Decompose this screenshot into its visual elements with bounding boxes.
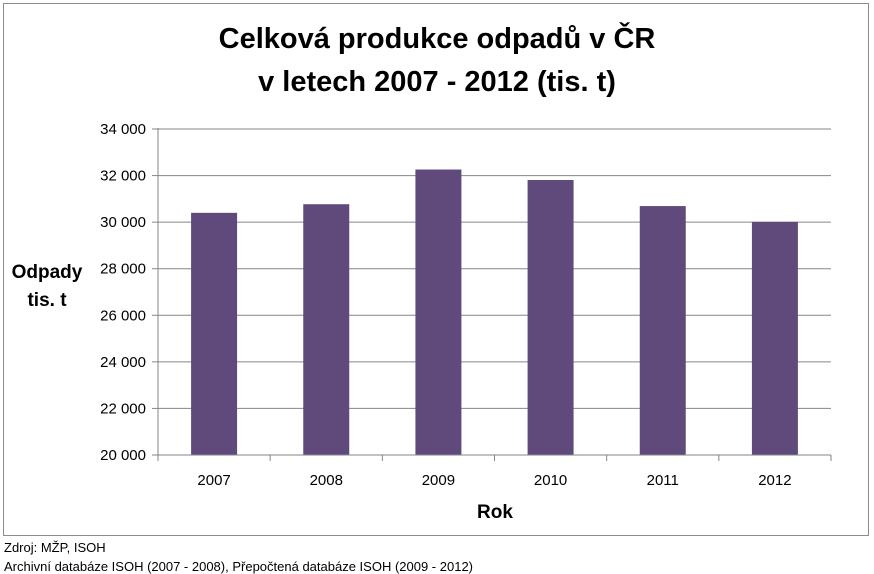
axes	[152, 128, 832, 461]
y-tick-label: 22 000	[100, 400, 146, 417]
x-tick-label: 2008	[310, 472, 343, 489]
bar-2010	[527, 179, 574, 455]
bars	[191, 169, 798, 455]
y-tick-label: 34 000	[100, 121, 146, 138]
y-tick-label: 26 000	[100, 307, 146, 324]
x-axis-title: Rok	[477, 502, 513, 523]
y-tick-label: 20 000	[100, 447, 146, 464]
bar-2007	[191, 212, 238, 455]
gridlines	[158, 128, 831, 409]
bar-2009	[415, 169, 462, 455]
source-line-2: Archivní databáze ISOH (2007 - 2008), Př…	[4, 559, 473, 574]
y-tick-label: 28 000	[100, 261, 146, 278]
x-tick-label: 2007	[197, 472, 230, 489]
bar-2012	[751, 221, 798, 455]
x-tick-label: 2009	[422, 472, 455, 489]
bar-2011	[639, 206, 686, 455]
y-axis-title-line-1: Odpady	[12, 262, 83, 283]
y-tick-label: 32 000	[100, 168, 146, 185]
y-tick-label: 24 000	[100, 354, 146, 371]
bar-chart: Celková produkce odpadů v ČR v letech 20…	[12, 21, 832, 523]
chart-title-line-1: Celková produkce odpadů v ČR	[219, 21, 656, 55]
x-tick-label: 2011	[647, 472, 679, 489]
x-tick-label: 2010	[534, 472, 567, 489]
y-axis-title-line-2: tis. t	[27, 290, 67, 311]
source-line-1: Zdroj: MŽP, ISOH	[4, 540, 106, 555]
tick-labels: 20 000 22 000 24 000 26 000 28 000 30 000 32 0…	[100, 121, 791, 489]
bar-2008	[303, 204, 350, 455]
y-tick-label: 30 000	[100, 214, 146, 231]
x-tick-label: 2012	[758, 472, 791, 489]
chart-title-line-2: v letech 2007 - 2012 (tis. t)	[258, 66, 616, 98]
